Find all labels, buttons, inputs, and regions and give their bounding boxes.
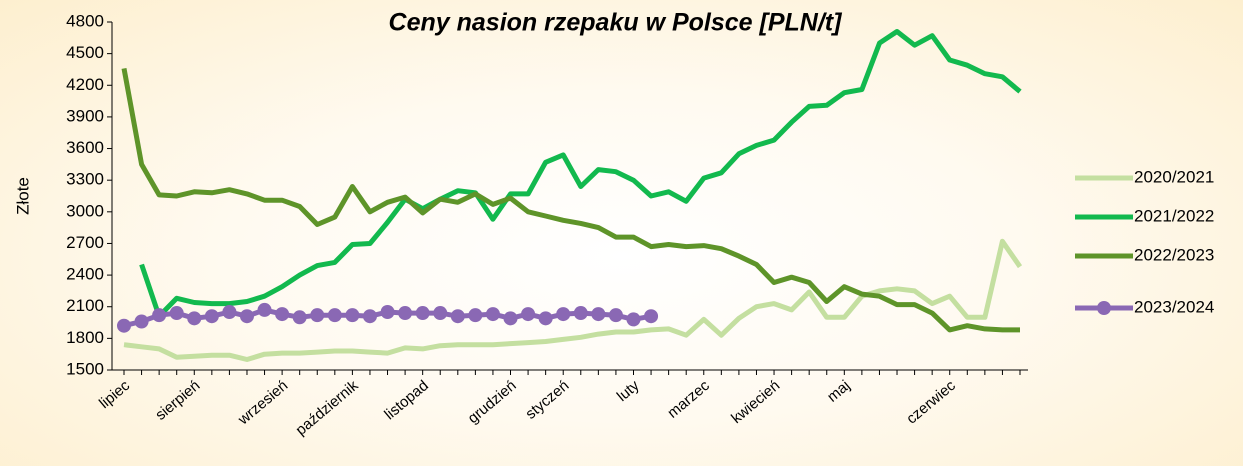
x-tick-label: sierpień [152,377,203,424]
y-tick-label: 3900 [66,106,104,125]
point [485,307,500,322]
point [292,310,307,325]
point [538,311,553,326]
point [134,314,149,329]
series-line [139,29,1022,319]
x-tick-label: marzec [664,377,713,422]
y-tick-label: 3300 [66,170,104,189]
point [398,306,413,321]
point [521,307,536,322]
y-tick-label: 4800 [66,11,104,30]
x-tick-label: czerwiec [903,377,959,428]
point [187,311,202,326]
point [573,306,588,321]
point [556,307,571,322]
y-tick-label: 3000 [66,201,104,220]
point [591,307,606,322]
x-tick-label: listopad [381,377,432,423]
x-tick-label: grudzień [465,377,520,427]
chart-title: Ceny nasion rzepaku w Polsce [PLN/t] [389,9,844,37]
series-line [121,67,1020,333]
point [152,308,167,323]
point [222,305,237,319]
point [327,308,342,323]
point [380,305,395,319]
legend-label: 2023/2024 [1134,297,1214,316]
y-tick-label: 2400 [66,265,104,284]
x-tick-label: kwiecień [728,377,783,427]
y-tick-label: 4200 [66,75,104,94]
point [503,311,518,326]
legend-marker [1097,301,1111,315]
point [345,308,360,323]
point [433,306,448,321]
x-tick-label: luty [614,377,643,405]
point [468,308,483,323]
point [415,306,430,321]
point [626,312,641,327]
point [310,308,325,323]
x-tick-label: październik [292,377,361,439]
x-tick-label: lipiec [96,377,133,412]
point [204,309,219,324]
point [257,302,272,317]
y-tick-label: 2100 [66,296,104,315]
x-tick-label: wrzesień [234,377,291,429]
y-tick-label: 1500 [66,359,104,378]
y-tick-label: 3600 [66,138,104,157]
point [362,309,377,324]
legend-label: 2021/2022 [1134,206,1214,225]
y-tick-label: 4500 [66,43,104,62]
x-tick-label: maj [824,377,853,406]
point [275,307,290,322]
point [608,308,623,323]
point [239,309,254,324]
point [169,306,184,321]
x-tick-label: styczeń [522,377,572,423]
y-tick-label: 2700 [66,233,104,252]
legend-label: 2020/2021 [1134,167,1214,186]
point [117,318,131,333]
point [450,309,465,324]
y-tick-label: 1800 [66,328,104,347]
point [644,309,659,324]
legend-label: 2022/2023 [1134,245,1214,264]
y-axis-label: Złote [13,177,32,215]
